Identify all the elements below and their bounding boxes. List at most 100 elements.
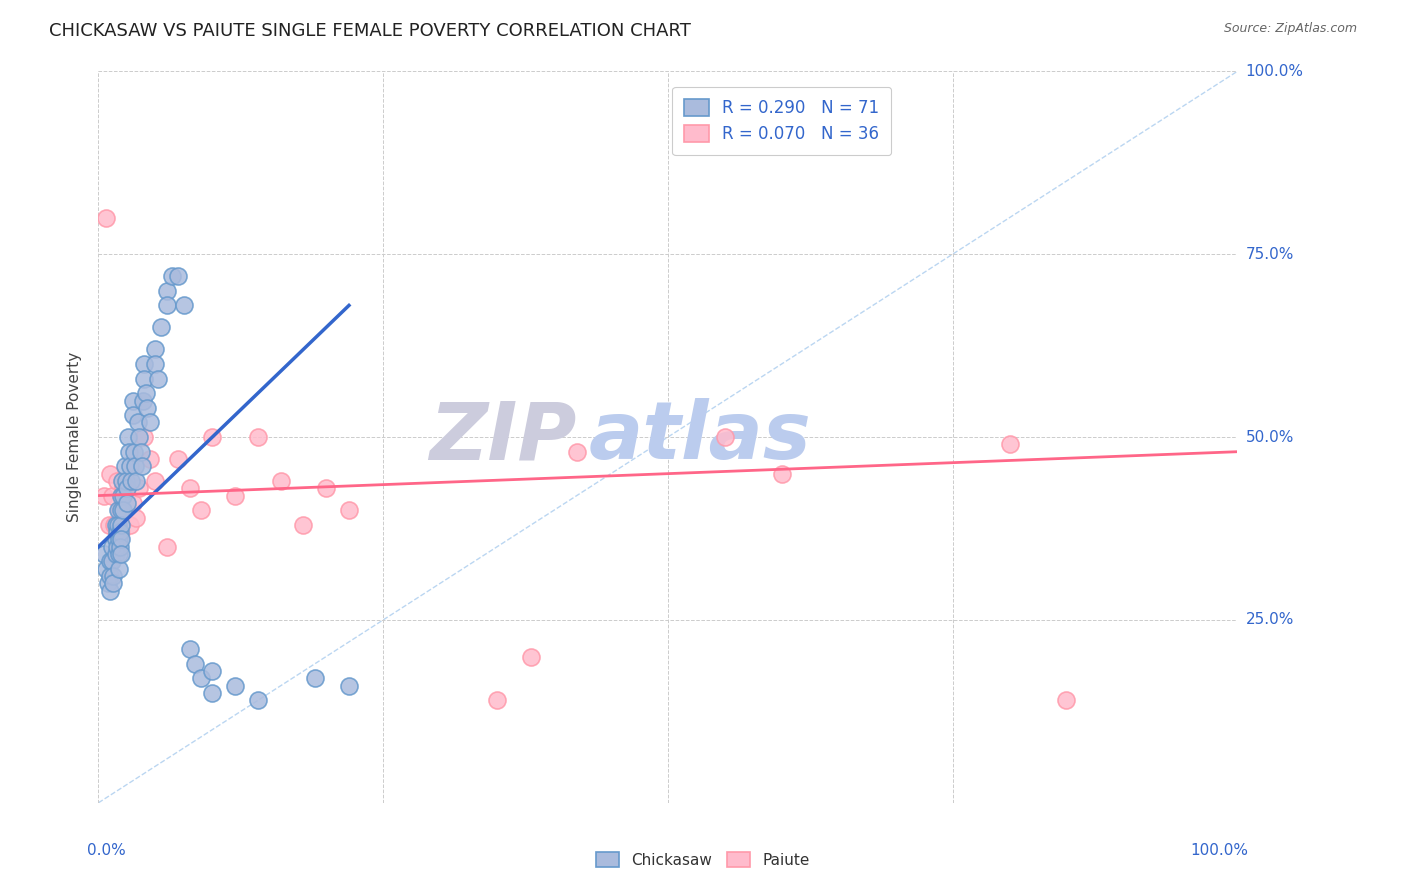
Point [121,393,143,408]
Point [108,503,131,517]
Point [110,517,132,532]
Point [145,343,167,357]
Point [125,474,148,488]
Point [224,489,246,503]
Text: Source: ZipAtlas.com: Source: ZipAtlas.com [1223,22,1357,36]
Point [108,533,131,547]
Point [131,459,153,474]
Text: 75.0%: 75.0% [1246,247,1294,261]
Point [337,679,360,693]
Point [520,649,543,664]
Point [124,459,146,474]
Point [110,489,132,503]
Y-axis label: Single Female Poverty: Single Female Poverty [67,352,83,522]
Point [108,540,131,554]
Point [110,547,132,561]
Point [162,269,184,284]
Point [98,569,121,583]
Point [101,554,124,568]
Point [304,672,326,686]
Point [96,562,118,576]
Point [104,547,127,561]
Point [105,474,128,488]
Point [114,474,136,488]
Point [146,371,169,385]
Point [770,467,793,481]
Point [156,284,179,298]
Point [93,489,115,503]
Point [173,298,195,312]
Point [98,554,121,568]
Point [101,540,124,554]
Point [714,430,737,444]
Point [138,452,160,467]
Point [565,444,588,458]
Point [138,416,160,430]
Point [201,664,224,678]
Point [110,525,132,540]
Point [110,533,132,547]
Legend: R = 0.290   N = 71, R = 0.070   N = 36: R = 0.290 N = 71, R = 0.070 N = 36 [672,87,891,155]
Point [132,430,155,444]
Point [103,569,125,583]
Point [150,320,173,334]
Point [136,401,159,415]
Point [103,576,125,591]
Text: 100.0%: 100.0% [1191,843,1249,858]
Point [117,430,139,444]
Text: ZIP: ZIP [429,398,576,476]
Point [112,489,135,503]
Point [486,693,509,707]
Point [184,657,207,671]
Text: 50.0%: 50.0% [1246,430,1294,444]
Point [93,547,115,561]
Point [98,467,121,481]
Point [224,679,246,693]
Point [128,481,150,495]
Point [292,517,315,532]
Point [98,583,121,598]
Point [120,474,142,488]
Point [122,444,145,458]
Text: 25.0%: 25.0% [1246,613,1294,627]
Text: 0.0%: 0.0% [87,843,125,858]
Point [104,517,127,532]
Point [96,211,118,225]
Point [167,269,190,284]
Point [108,562,131,576]
Point [127,416,149,430]
Point [132,357,155,371]
Point [107,503,129,517]
Point [128,430,150,444]
Point [108,547,131,561]
Text: 100.0%: 100.0% [1246,64,1303,78]
Point [132,371,155,385]
Point [167,452,190,467]
Point [115,481,138,495]
Point [107,517,129,532]
Point [315,481,337,495]
Point [121,496,143,510]
Point [115,481,138,495]
Point [115,496,138,510]
Point [156,298,179,312]
Point [104,533,127,547]
Point [179,642,201,657]
Point [270,474,292,488]
Point [179,481,201,495]
Point [108,525,131,540]
Point [1054,693,1078,707]
Point [135,386,157,401]
Point [190,672,212,686]
Point [998,437,1021,451]
Point [337,503,360,517]
Point [112,503,135,517]
Point [145,474,167,488]
Point [201,686,224,700]
Text: atlas: atlas [588,398,811,476]
Point [156,540,179,554]
Point [112,481,135,495]
Point [125,510,148,524]
Point [120,459,142,474]
Point [132,393,155,408]
